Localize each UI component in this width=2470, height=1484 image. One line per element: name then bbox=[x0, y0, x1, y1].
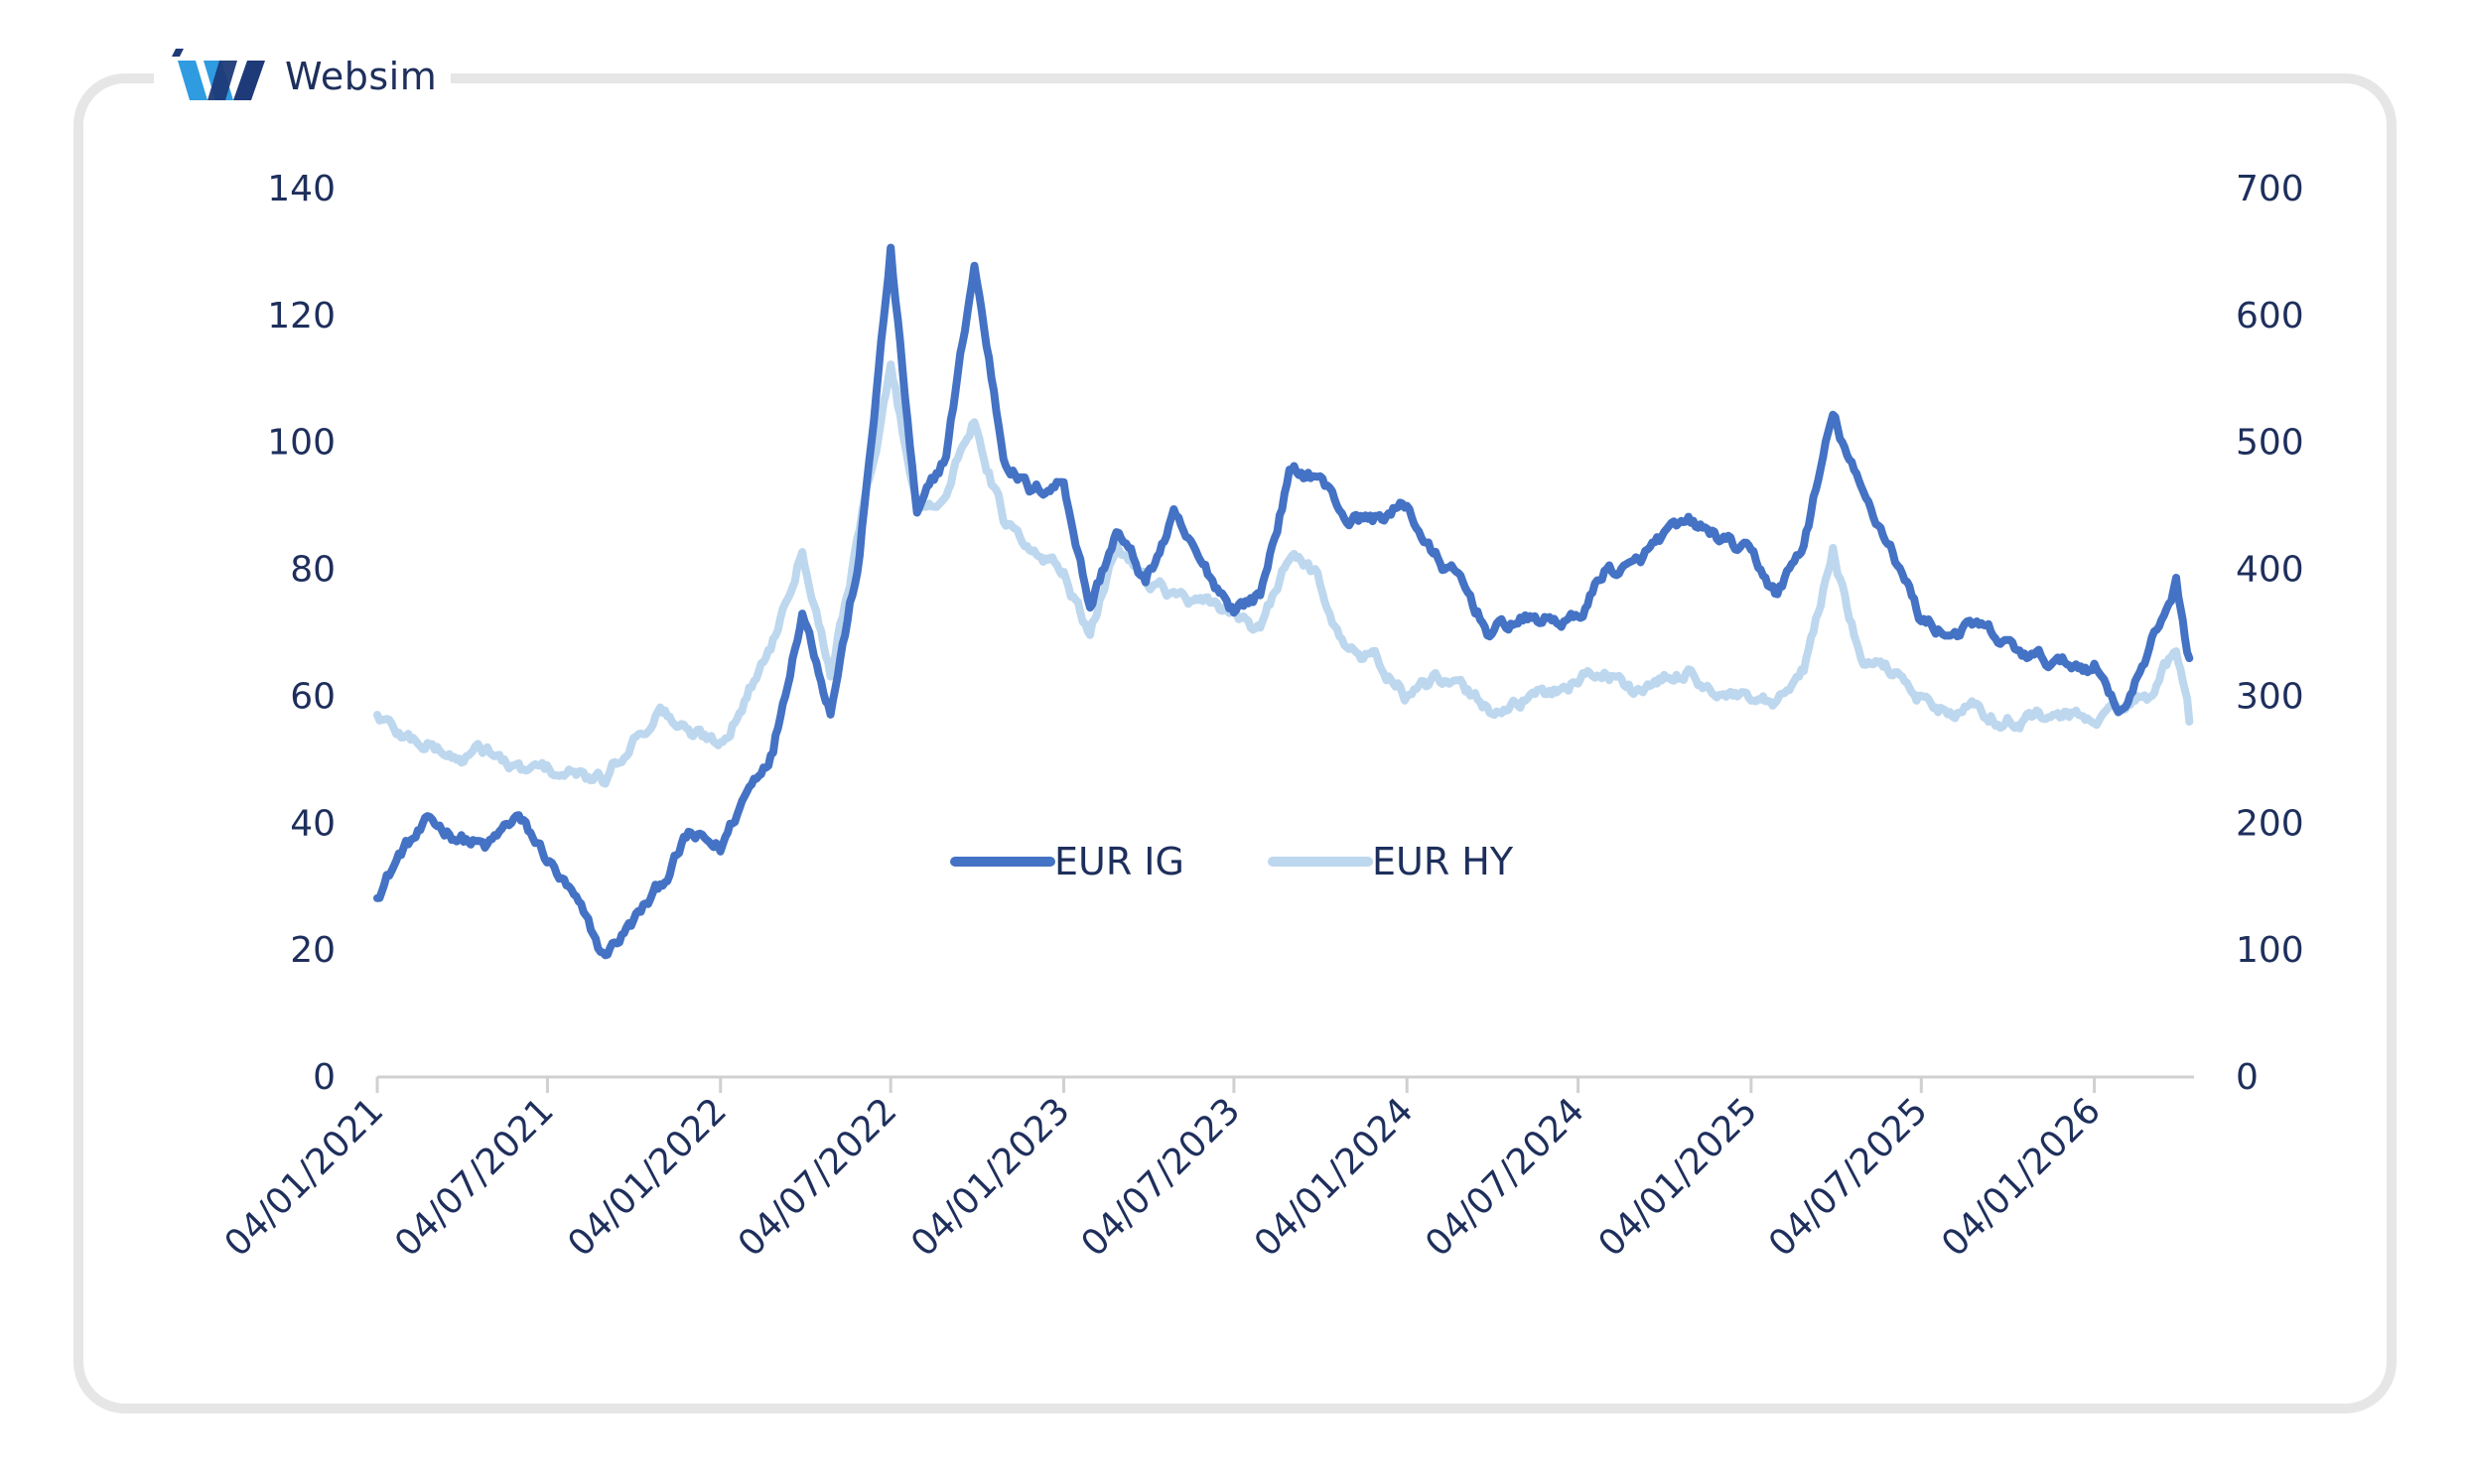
series-line-1 bbox=[373, 360, 2194, 788]
x-tick-label: 04/07/2023 bbox=[1074, 1090, 1249, 1265]
y-left-tick-label: 80 bbox=[290, 550, 336, 591]
x-tick-label: 04/01/2022 bbox=[560, 1090, 735, 1265]
y-left-tick-label: 60 bbox=[290, 676, 336, 717]
brand-name: Websim bbox=[285, 55, 438, 98]
y-right-tick-label: 200 bbox=[2236, 803, 2304, 844]
x-tick-label: 04/07/2024 bbox=[1418, 1090, 1592, 1265]
y-right-tick-label: 0 bbox=[2236, 1057, 2259, 1098]
x-tick-label: 04/01/2021 bbox=[217, 1090, 392, 1265]
brand-logo: Websim bbox=[154, 44, 452, 109]
y-right-tick-label: 700 bbox=[2236, 169, 2304, 209]
x-tick-label: 04/07/2021 bbox=[387, 1090, 562, 1265]
y-right-tick-label: 400 bbox=[2236, 550, 2304, 591]
y-left-tick-label: 40 bbox=[290, 803, 336, 844]
y-left-tick-label: 140 bbox=[267, 169, 336, 209]
y-left-tick-label: 120 bbox=[267, 296, 336, 337]
legend-label: EUR HY bbox=[1372, 840, 1514, 883]
x-tick-label: 04/01/2025 bbox=[1591, 1090, 1766, 1265]
chart-legend: EUR IG EUR HY bbox=[950, 840, 1514, 883]
y-right-tick-label: 100 bbox=[2236, 930, 2304, 971]
chart-frame bbox=[73, 73, 2397, 1414]
y-right-tick-label: 600 bbox=[2236, 296, 2304, 337]
y-left-tick-label: 100 bbox=[267, 423, 336, 464]
x-tick-label: 04/01/2023 bbox=[903, 1090, 1078, 1265]
x-tick-label: 04/01/2024 bbox=[1247, 1090, 1422, 1265]
y-right-tick-label: 300 bbox=[2236, 676, 2304, 717]
legend-label: EUR IG bbox=[1054, 840, 1184, 883]
chart-series bbox=[373, 243, 2194, 960]
y-left-tick-label: 20 bbox=[290, 930, 336, 971]
y-left-tick-label: 0 bbox=[313, 1057, 336, 1098]
series-line-0 bbox=[373, 243, 2194, 960]
websim-w-logo-icon bbox=[172, 49, 265, 100]
x-tick-label: 04/01/2026 bbox=[1934, 1090, 2109, 1265]
y-right-tick-label: 500 bbox=[2236, 423, 2304, 464]
x-tick-label: 04/07/2022 bbox=[731, 1090, 905, 1265]
x-tick-label: 04/07/2025 bbox=[1761, 1090, 1936, 1265]
